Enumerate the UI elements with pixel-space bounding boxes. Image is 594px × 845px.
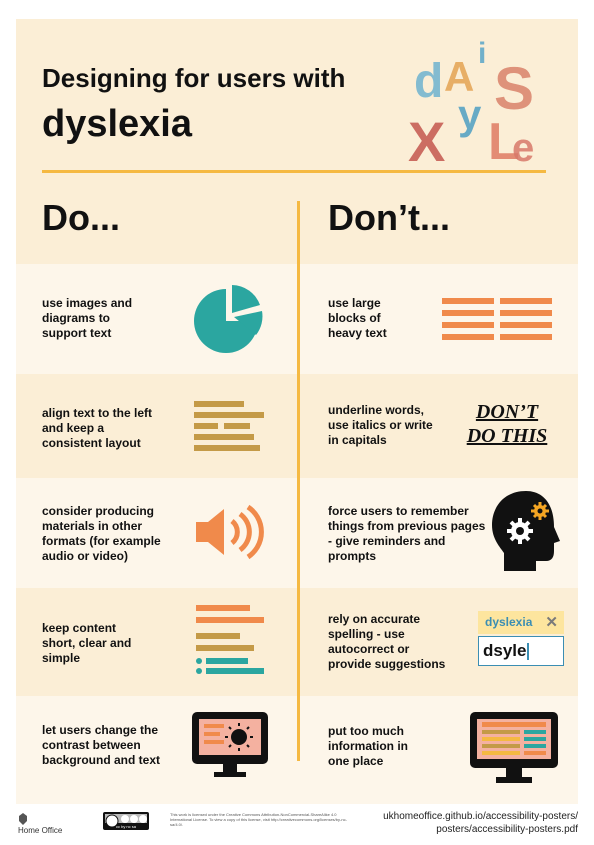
dont-example-line-2: DO THIS — [466, 425, 548, 447]
svg-text:d: d — [414, 55, 443, 108]
svg-text:S: S — [494, 55, 534, 122]
speaker-icon — [196, 504, 264, 560]
footer-url[interactable]: ukhomeoffice.github.io/accessibility-pos… — [383, 810, 578, 836]
head-gears-icon — [492, 491, 560, 571]
dont-do-this-example: DON’T DO THIS — [458, 400, 556, 448]
spelling-suggestion-chip[interactable]: dyslexia ✕ — [478, 611, 564, 634]
crest-icon — [19, 813, 27, 825]
footer-url-line-1[interactable]: ukhomeoffice.github.io/accessibility-pos… — [383, 811, 578, 822]
poster: Designing for users with dyslexia d A i … — [16, 19, 578, 804]
dont-item-underline: underline words, use italics or write in… — [328, 403, 433, 447]
title-line-2: dyslexia — [42, 103, 192, 145]
pie-chart-icon — [194, 285, 263, 353]
svg-text:L: L — [488, 113, 520, 168]
creative-commons-badge-icon: cc by nc sa — [103, 812, 149, 830]
footer-url-line-2[interactable]: posters/accessibility-posters.pdf — [436, 824, 578, 835]
svg-text:A: A — [444, 53, 474, 100]
do-item-keep-simple: keep content short, clear and simple — [42, 621, 132, 665]
spelling-input-box[interactable]: dsyle — [478, 636, 564, 666]
contrast-monitor-icon — [192, 712, 268, 777]
cc-badge-text: cc by nc sa — [116, 824, 137, 829]
svg-text:y: y — [458, 91, 482, 138]
left-aligned-text-icon — [194, 401, 264, 451]
svg-text:e: e — [512, 126, 534, 168]
title-line-1: Designing for users with — [42, 63, 346, 93]
spelling-suggestion-text: dyslexia — [485, 615, 533, 629]
footer-org: Home Office — [18, 826, 63, 835]
svg-text:X: X — [408, 110, 445, 168]
heavy-text-blocks-icon — [442, 298, 552, 340]
short-list-icon — [196, 605, 264, 674]
footer-license-text: This work is licensed under the Creative… — [170, 812, 347, 827]
do-item-align-left: align text to the left and keep a consis… — [42, 406, 153, 450]
typed-word: dsyle — [483, 641, 527, 660]
dont-item-spelling: rely on accurate spelling - use autocorr… — [328, 612, 446, 671]
text-caret — [527, 643, 530, 661]
close-icon[interactable]: ✕ — [545, 614, 558, 631]
do-item-other-formats: consider producing materials in other fo… — [42, 504, 161, 563]
do-item-images: use images and diagrams to support text — [42, 296, 133, 340]
do-item-contrast: let users change the contrast between ba… — [42, 723, 161, 767]
dont-heading: Don’t... — [328, 197, 450, 238]
do-heading: Do... — [42, 197, 120, 238]
dont-item-heavy-text: use large blocks of heavy text — [328, 296, 387, 340]
dont-item-too-much: put too much information in one place — [328, 724, 408, 768]
title-divider — [42, 170, 546, 173]
cluttered-monitor-icon — [470, 712, 558, 783]
spelling-input-text: dsyle — [483, 641, 530, 661]
footer — [0, 804, 594, 845]
svg-text:i: i — [478, 37, 486, 70]
column-divider — [297, 201, 300, 761]
dyslexia-letters-logo: d A i S y X L e — [408, 37, 534, 168]
dont-item-memory: force users to remember things from prev… — [328, 504, 486, 563]
dont-example-line-1: DON’T — [475, 401, 539, 423]
